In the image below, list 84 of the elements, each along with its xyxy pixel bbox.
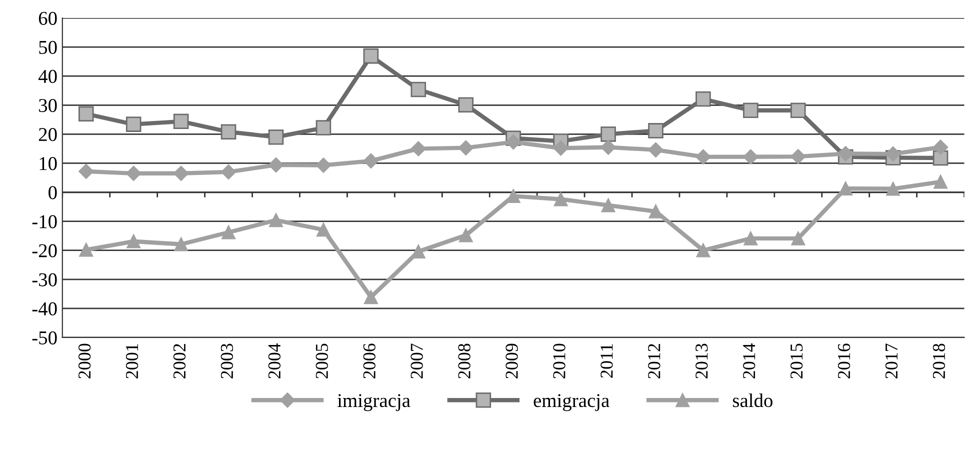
point [744, 232, 758, 246]
x-tick-label: 2004 [268, 343, 281, 378]
point [743, 102, 758, 118]
point [648, 204, 663, 218]
point [316, 222, 330, 237]
point [316, 120, 332, 136]
x-tick-label: 2014 [743, 343, 756, 378]
point [932, 140, 948, 155]
y-tick-label: 0 [48, 186, 57, 200]
point [268, 129, 284, 145]
point [222, 225, 236, 240]
point [316, 158, 332, 173]
point [743, 149, 758, 164]
x-tick-label: 2010 [553, 344, 566, 378]
point [126, 116, 142, 132]
point [696, 243, 710, 258]
point [790, 102, 806, 118]
x-tick-label: 2003 [220, 344, 234, 378]
point [126, 234, 141, 248]
legend-label: saldo [732, 393, 772, 408]
point [174, 166, 189, 181]
point [268, 157, 284, 173]
point [886, 182, 900, 196]
point [364, 290, 378, 304]
y-tick-label: -40 [32, 302, 57, 316]
y-tick-label: 60 [38, 12, 57, 25]
x-tick-label: 2009 [506, 344, 518, 378]
point [696, 91, 711, 107]
point [126, 166, 142, 181]
point [410, 82, 426, 98]
point [934, 174, 948, 189]
x-tick-label: 2013 [696, 344, 708, 378]
point [791, 232, 806, 246]
y-tick-label: -50 [32, 331, 57, 344]
x-tick-label: 2005 [316, 344, 328, 378]
x-tick-label: 2018 [932, 344, 946, 378]
point [220, 124, 236, 140]
point [458, 97, 474, 112]
x-tick-label: 2007 [410, 344, 423, 378]
x-tick-label: 2016 [838, 344, 850, 378]
point [363, 153, 379, 168]
legend-label: emigracja [534, 394, 610, 412]
point [648, 123, 664, 138]
point [553, 140, 568, 156]
point [554, 192, 568, 206]
point [79, 242, 94, 257]
point [648, 142, 664, 158]
y-tick-label: 40 [38, 70, 57, 84]
x-tick-label: 2017 [885, 344, 898, 378]
x-tick-label: 2006 [363, 344, 376, 378]
x-tick-label: 2002 [173, 344, 186, 378]
x-tick-label: 2008 [458, 344, 470, 378]
y-tick-label: 10 [40, 157, 57, 170]
point [601, 198, 616, 212]
point [458, 140, 474, 156]
point [790, 148, 806, 164]
legend-label: imigracja [337, 394, 410, 412]
point [410, 141, 426, 156]
y-tick-label: 30 [39, 98, 57, 112]
point [269, 213, 283, 228]
x-tick-label: 2011 [600, 344, 613, 378]
x-tick-label: 2012 [648, 344, 660, 378]
y-tick-label: 50 [39, 40, 57, 54]
y-tick-label: -20 [32, 244, 57, 258]
point [696, 149, 711, 164]
point [173, 114, 189, 130]
point [363, 48, 379, 64]
y-tick-label: 20 [38, 128, 57, 142]
point [78, 106, 94, 122]
point [78, 164, 94, 179]
x-tick-label: 2015 [790, 344, 803, 378]
point [220, 164, 236, 180]
point [458, 228, 473, 242]
y-tick-label: -10 [32, 215, 57, 228]
point [886, 146, 901, 162]
x-tick-label: 2001 [126, 344, 138, 378]
point [506, 189, 520, 203]
y-tick-label: -30 [32, 273, 57, 286]
point [600, 140, 616, 155]
point [838, 182, 853, 196]
point [174, 237, 188, 252]
point [506, 134, 521, 150]
point [600, 126, 616, 142]
x-tick-label: 2000 [78, 344, 91, 378]
